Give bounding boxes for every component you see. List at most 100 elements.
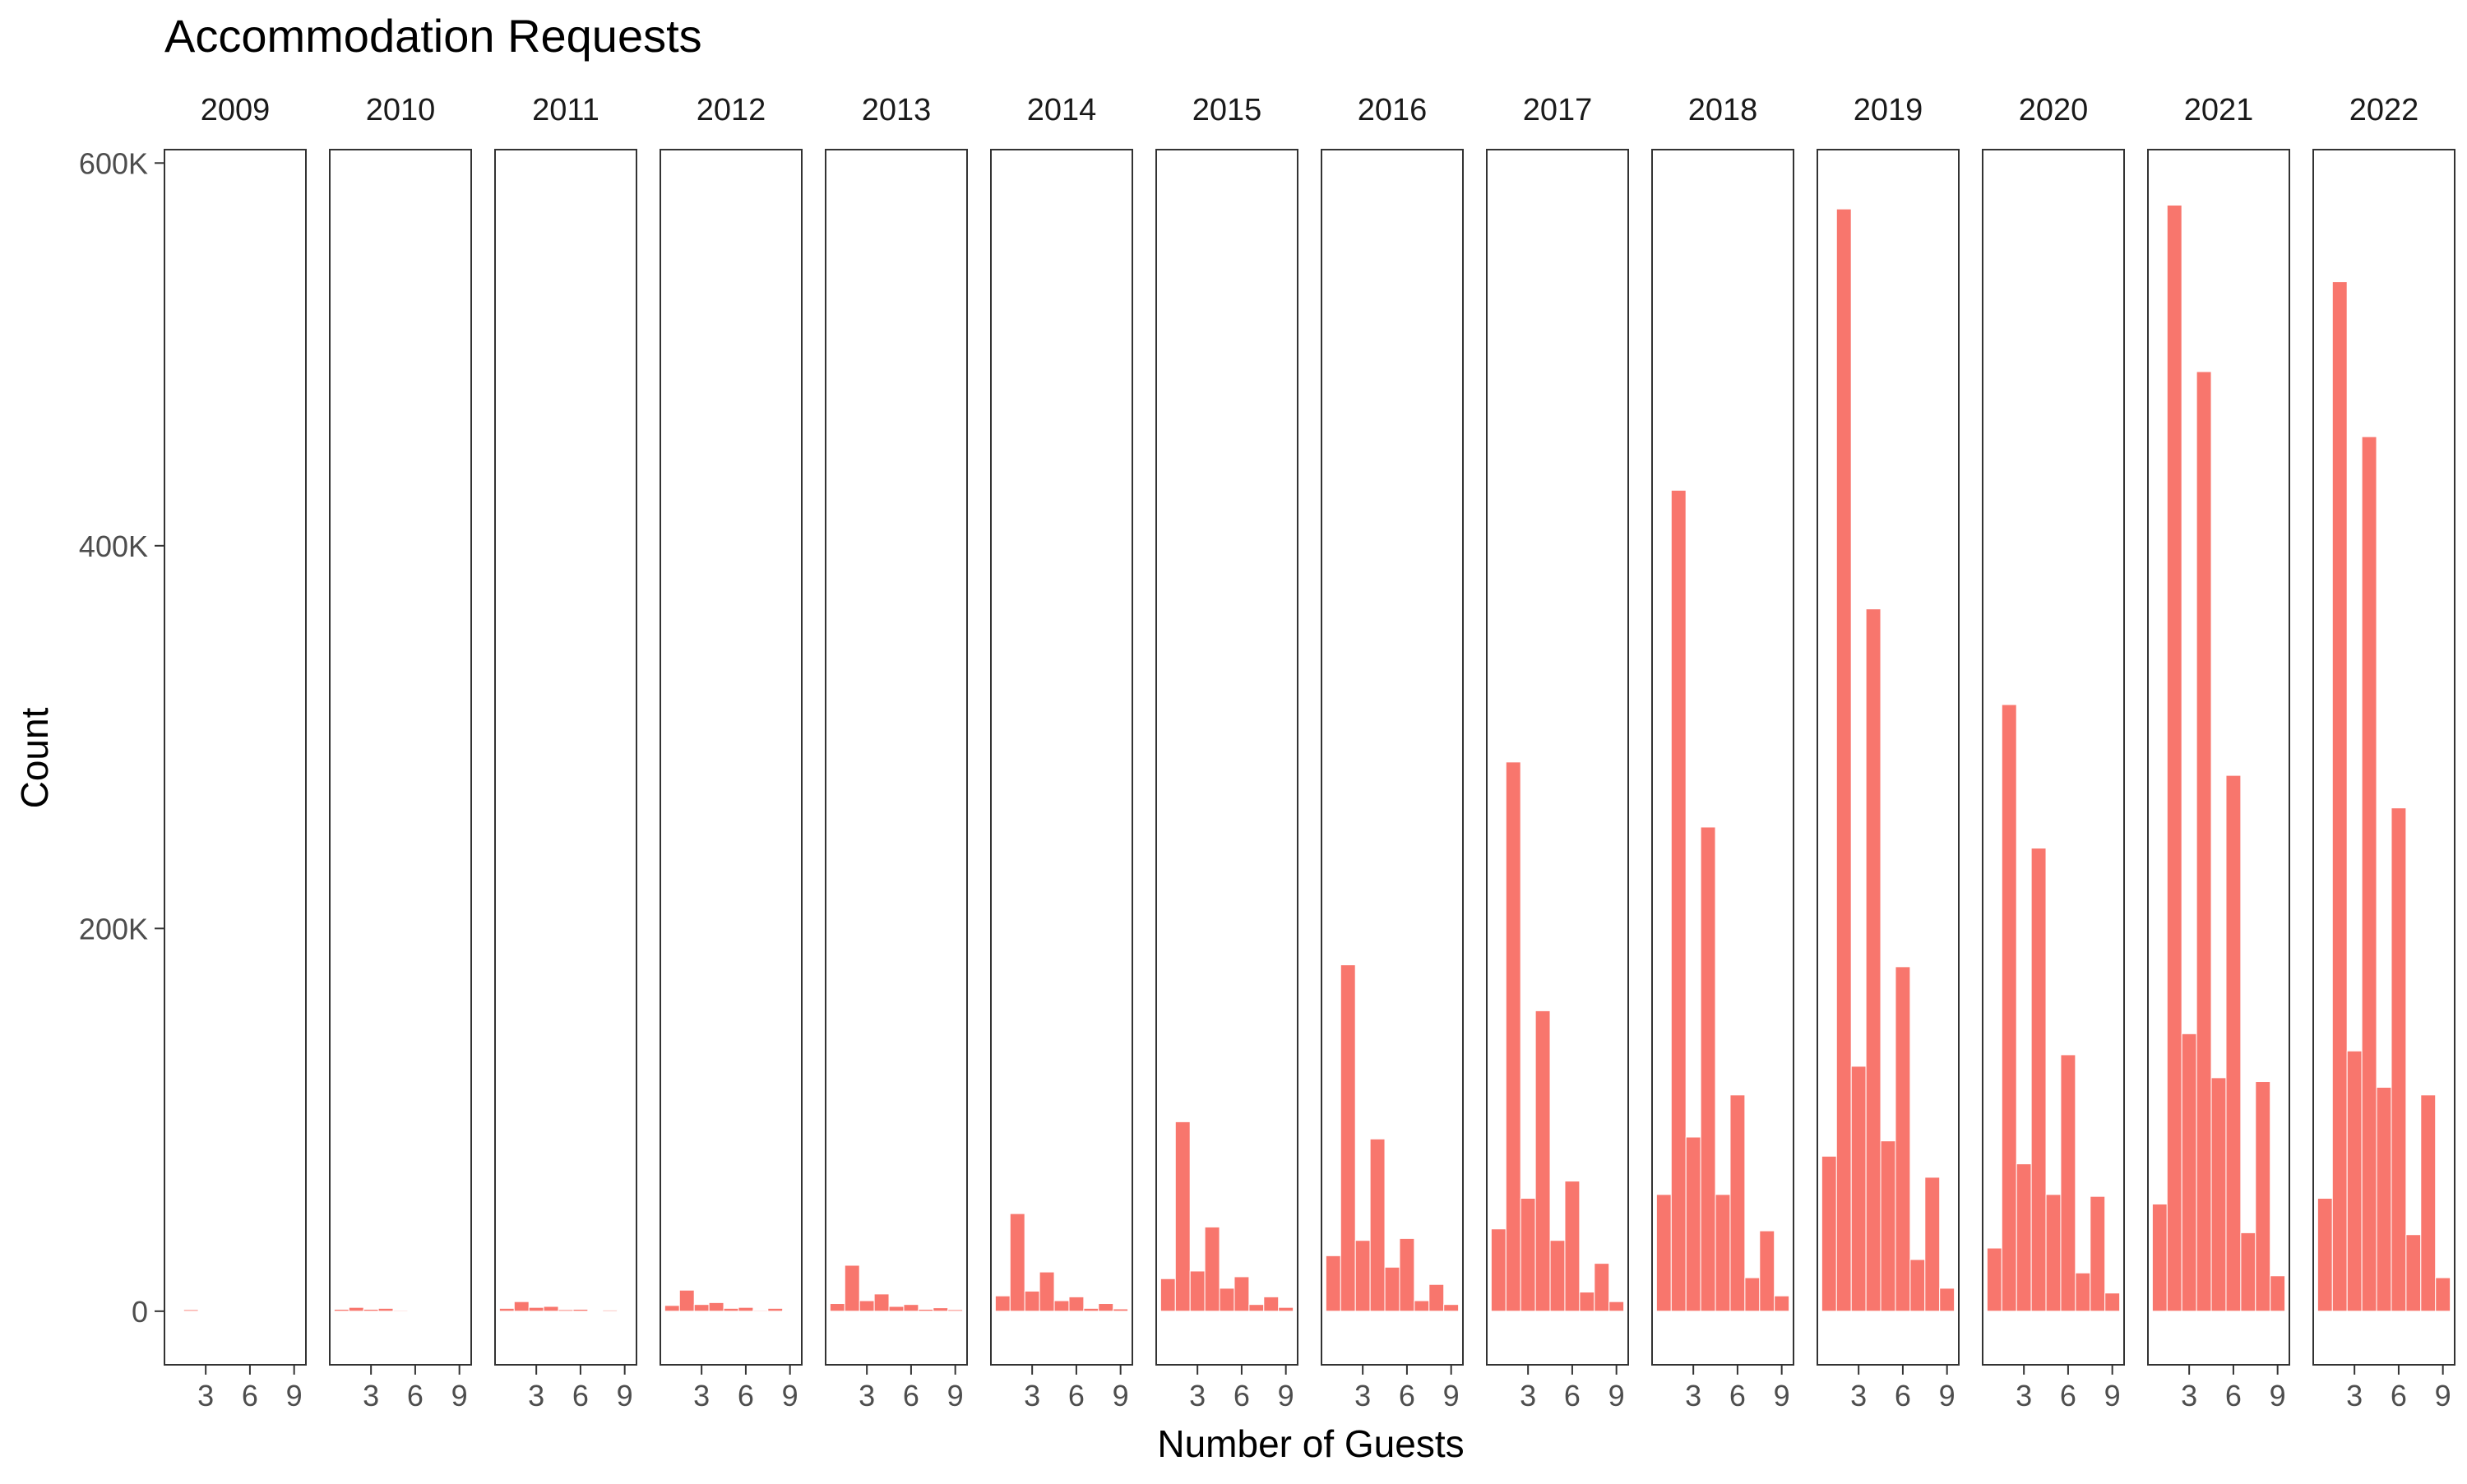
y-axis-title: Count (13, 707, 56, 808)
bar-2011-5 (558, 1310, 573, 1311)
bar-2015-3 (1190, 1271, 1205, 1311)
bar-2016-1 (1326, 1255, 1340, 1311)
bar-2018-7 (1745, 1278, 1760, 1311)
bar-2016-9 (1444, 1305, 1459, 1311)
bar-2011-1 (499, 1308, 514, 1311)
bar-2020-8 (2090, 1196, 2105, 1311)
x-tick-label: 6 (1068, 1379, 1085, 1412)
bar-2011-3 (529, 1307, 544, 1311)
x-tick-label: 3 (1189, 1379, 1206, 1412)
bar-2011-8 (603, 1310, 618, 1311)
x-tick-label: 6 (2060, 1379, 2076, 1412)
bar-2015-7 (1249, 1305, 1264, 1311)
bar-2014-7 (1084, 1308, 1099, 1311)
x-tick-label: 3 (2181, 1379, 2197, 1412)
bar-2022-1 (2317, 1199, 2332, 1311)
x-tick-label: 9 (1608, 1379, 1625, 1412)
bar-2014-9 (1113, 1309, 1128, 1311)
x-tick-label: 9 (782, 1379, 798, 1412)
bar-2022-7 (2406, 1235, 2421, 1311)
bar-2016-2 (1340, 965, 1355, 1311)
x-tick-label: 9 (2270, 1379, 2286, 1412)
bar-2020-1 (1987, 1248, 2002, 1311)
x-tick-label: 6 (572, 1379, 589, 1412)
bar-2016-7 (1414, 1301, 1429, 1311)
bar-2014-8 (1099, 1304, 1113, 1311)
bar-2014-3 (1025, 1291, 1039, 1311)
bar-2013-3 (859, 1301, 874, 1311)
bar-2015-9 (1279, 1307, 1294, 1311)
bar-2021-1 (2152, 1204, 2167, 1311)
bar-2009-2 (183, 1310, 198, 1311)
y-tick-label: 600K (79, 146, 148, 180)
y-tick-label: 200K (79, 912, 148, 945)
facet-strip-label: 2013 (862, 93, 932, 127)
facet-strip-label: 2015 (1192, 93, 1262, 127)
bar-2013-9 (948, 1310, 963, 1311)
bar-2018-8 (1760, 1231, 1775, 1311)
bar-2015-8 (1264, 1297, 1279, 1311)
bar-2020-4 (2031, 848, 2046, 1311)
bar-2016-6 (1400, 1238, 1414, 1311)
bar-2015-1 (1160, 1278, 1175, 1311)
bar-2017-9 (1609, 1301, 1624, 1311)
x-tick-label: 9 (2435, 1379, 2451, 1412)
facet-strip-label: 2022 (2349, 93, 2419, 127)
x-tick-label: 6 (738, 1379, 754, 1412)
bar-2017-3 (1520, 1199, 1535, 1311)
y-tick-label: 400K (79, 529, 148, 563)
facet-strip-label: 2020 (2019, 93, 2089, 127)
bar-2011-2 (514, 1301, 529, 1311)
facet-strip-label: 2014 (1027, 93, 1097, 127)
bar-2020-6 (2061, 1055, 2076, 1311)
bar-2020-9 (2105, 1293, 2120, 1311)
x-tick-label: 9 (617, 1379, 633, 1412)
bar-2010-1 (334, 1310, 349, 1311)
bar-2022-5 (2377, 1088, 2391, 1311)
x-tick-label: 3 (2016, 1379, 2032, 1412)
bar-2019-1 (1821, 1156, 1836, 1311)
bar-2020-5 (2046, 1195, 2061, 1311)
bar-2018-4 (1701, 827, 1715, 1311)
x-tick-label: 3 (693, 1379, 710, 1412)
facet-strip-label: 2010 (366, 93, 436, 127)
bar-2020-2 (2002, 705, 2016, 1311)
bar-2012-4 (709, 1302, 724, 1311)
x-tick-label: 6 (2225, 1379, 2242, 1412)
bar-2013-2 (845, 1265, 859, 1311)
bar-2019-3 (1851, 1066, 1866, 1311)
bar-2015-4 (1205, 1227, 1220, 1311)
bar-2020-7 (2076, 1273, 2090, 1311)
bar-2019-9 (1940, 1288, 1955, 1311)
bar-2016-3 (1355, 1241, 1370, 1311)
facet-panel-border (991, 150, 1132, 1365)
bar-2018-5 (1715, 1195, 1730, 1311)
x-tick-label: 6 (1729, 1379, 1746, 1412)
x-tick-label: 6 (1399, 1379, 1415, 1412)
bar-2013-8 (933, 1308, 948, 1311)
bar-2014-6 (1069, 1297, 1084, 1311)
x-tick-label: 9 (1113, 1379, 1129, 1412)
bar-2013-5 (889, 1306, 904, 1311)
bar-2019-6 (1895, 967, 1910, 1311)
bar-2016-8 (1429, 1284, 1444, 1311)
x-tick-label: 3 (1520, 1379, 1536, 1412)
bar-2017-5 (1550, 1241, 1565, 1311)
bar-2021-9 (2270, 1276, 2285, 1311)
bar-2019-4 (1866, 609, 1881, 1311)
bar-2013-1 (830, 1304, 845, 1311)
y-tick-label: 0 (132, 1295, 148, 1329)
facet-strip-label: 2017 (1523, 93, 1593, 127)
bar-2012-6 (738, 1307, 753, 1311)
